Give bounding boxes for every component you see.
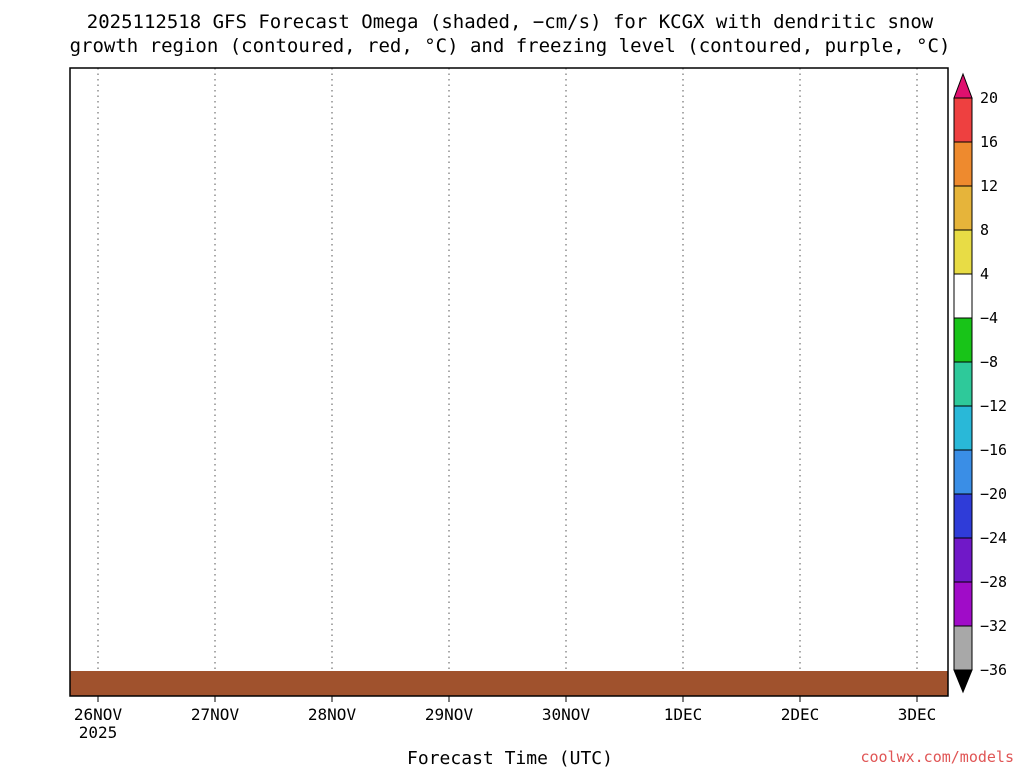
colorbar-segment-7 <box>953 361 973 407</box>
plot-frame <box>69 67 949 697</box>
x-tick-label-3DEC: 3DEC <box>898 705 937 724</box>
colorbar-label-8: −16 <box>980 441 1007 459</box>
colorbar-label-9: −20 <box>980 485 1007 503</box>
colorbar-top-arrow <box>953 72 973 99</box>
colorbar-label-7: −12 <box>980 397 1007 415</box>
colorbar-segment-6 <box>953 317 973 363</box>
colorbar-label-1: 16 <box>980 133 998 151</box>
colorbar-label-6: −8 <box>980 353 998 371</box>
x-tick-label-29NOV: 29NOV <box>425 705 474 724</box>
x-tick-label-26NOV: 26NOV <box>74 705 123 724</box>
colorbar-segment-8 <box>953 405 973 451</box>
colorbar: 20 16 12 8 4 −4 −8 −12 −16 −20 −24 −28 −32 −36 <box>953 72 1007 694</box>
chart-title: 2025112518 GFS Forecast Omega (shaded, −… <box>87 11 934 33</box>
colorbar-segment-12 <box>953 581 973 627</box>
colorbar-label-12: −32 <box>980 617 1007 635</box>
colorbar-label-0: 20 <box>980 89 998 107</box>
colorbar-label-11: −28 <box>980 573 1007 591</box>
colorbar-segment-4 <box>953 229 973 275</box>
colorbar-segment-1 <box>953 97 973 143</box>
colorbar-label-5: −4 <box>980 309 998 327</box>
colorbar-segment-2 <box>953 141 973 187</box>
colorbar-segment-5 <box>953 273 973 319</box>
x-tick-label-28NOV: 28NOV <box>308 705 357 724</box>
colorbar-label-3: 8 <box>980 221 989 239</box>
colorbar-bottom-arrow <box>953 669 973 694</box>
grid <box>97 68 918 696</box>
ground-terrain <box>70 671 948 696</box>
x-axis: 26NOV 27NOV 28NOV 29NOV 30NOV 1DEC 2DEC 3DEC <box>74 696 936 724</box>
colorbar-label-13: −36 <box>980 661 1007 679</box>
x-tick-label-27NOV: 27NOV <box>191 705 240 724</box>
colorbar-label-2: 12 <box>980 177 998 195</box>
colorbar-segment-3 <box>953 185 973 231</box>
colorbar-segment-11 <box>953 537 973 583</box>
colorbar-label-4: 4 <box>980 265 989 283</box>
x-tick-label-30NOV: 30NOV <box>542 705 591 724</box>
colorbar-segment-9 <box>953 449 973 495</box>
x-axis-label: Forecast Time (UTC) <box>407 748 613 768</box>
plot-background <box>70 68 948 696</box>
x-tick-label-2DEC: 2DEC <box>781 705 820 724</box>
chart-subtitle: growth region (contoured, red, °C) and f… <box>70 35 951 57</box>
colorbar-segment-10 <box>953 493 973 539</box>
credit-text: coolwx.com/models <box>860 748 1014 766</box>
colorbar-label-10: −24 <box>980 529 1007 547</box>
colorbar-segment-13 <box>953 625 973 671</box>
x-tick-label-1DEC: 1DEC <box>664 705 703 724</box>
x-year-label: 2025 <box>79 723 118 742</box>
